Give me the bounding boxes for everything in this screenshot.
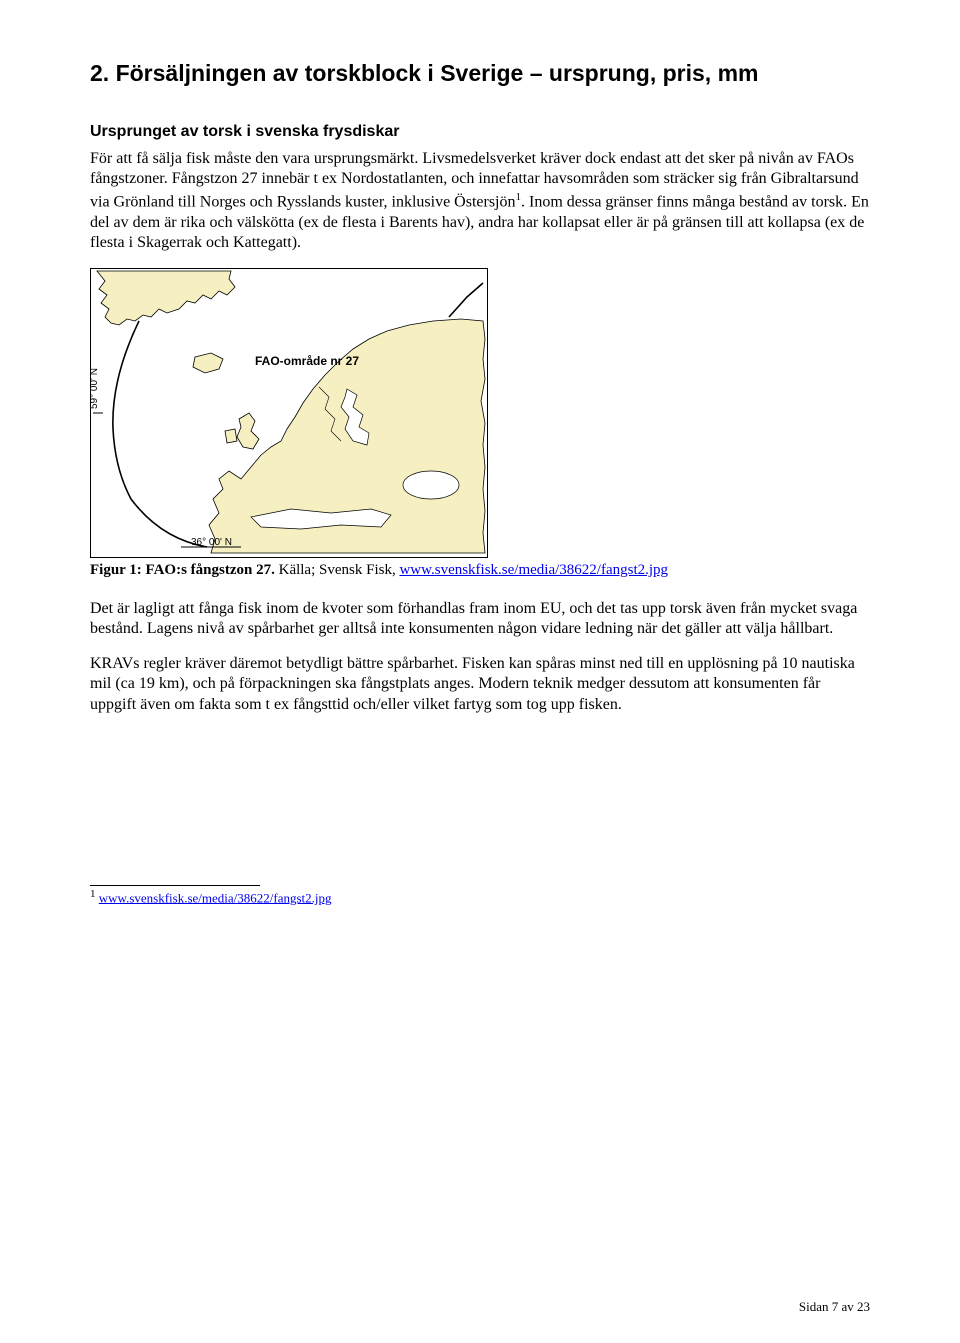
paragraph-2: Det är lagligt att fånga fisk inom de kv… — [90, 599, 870, 640]
section-title-text: Försäljningen av torskblock i Sverige – … — [116, 60, 759, 86]
figure-1-caption: Figur 1: FAO:s fångstzon 27. Källa; Sven… — [90, 562, 870, 579]
paragraph-1: För att få sälja fisk måste den vara urs… — [90, 149, 870, 254]
subtitle: Ursprunget av torsk i svenska frysdiskar — [90, 123, 870, 141]
figure-1-map: 59° 00' N 36° 00' N FAO-område nr 27 — [90, 268, 870, 558]
fig-caption-rest: Källa; Svensk Fisk, — [275, 562, 400, 578]
ireland-shape — [225, 429, 237, 443]
fig-caption-link[interactable]: www.svenskfisk.se/media/38622/fangst2.jp… — [399, 562, 668, 578]
fig-caption-bold: Figur 1: FAO:s fångstzon 27. — [90, 562, 275, 578]
lat-label-36: 36° 00' N — [191, 537, 232, 548]
black-sea — [403, 471, 459, 499]
footnote-link[interactable]: www.svenskfisk.se/media/38622/fangst2.jp… — [99, 890, 332, 905]
section-title: 2. Försäljningen av torskblock i Sverige… — [90, 60, 870, 87]
lat-label-59: 59° 00' N — [90, 368, 100, 409]
paragraph-3: KRAVs regler kräver däremot betydligt bä… — [90, 654, 870, 715]
map-svg: 59° 00' N 36° 00' N FAO-område nr 27 — [90, 268, 488, 558]
footnote-number: 1 — [90, 888, 96, 900]
section-number: 2. — [90, 60, 109, 86]
fao-area-label: FAO-område nr 27 — [255, 354, 359, 368]
footnote-rule — [90, 885, 260, 886]
page-number: Sidan 7 av 23 — [799, 1299, 870, 1315]
page: 2. Försäljningen av torskblock i Sverige… — [0, 0, 960, 1343]
footnote-1: 1 www.svenskfisk.se/media/38622/fangst2.… — [90, 888, 870, 906]
